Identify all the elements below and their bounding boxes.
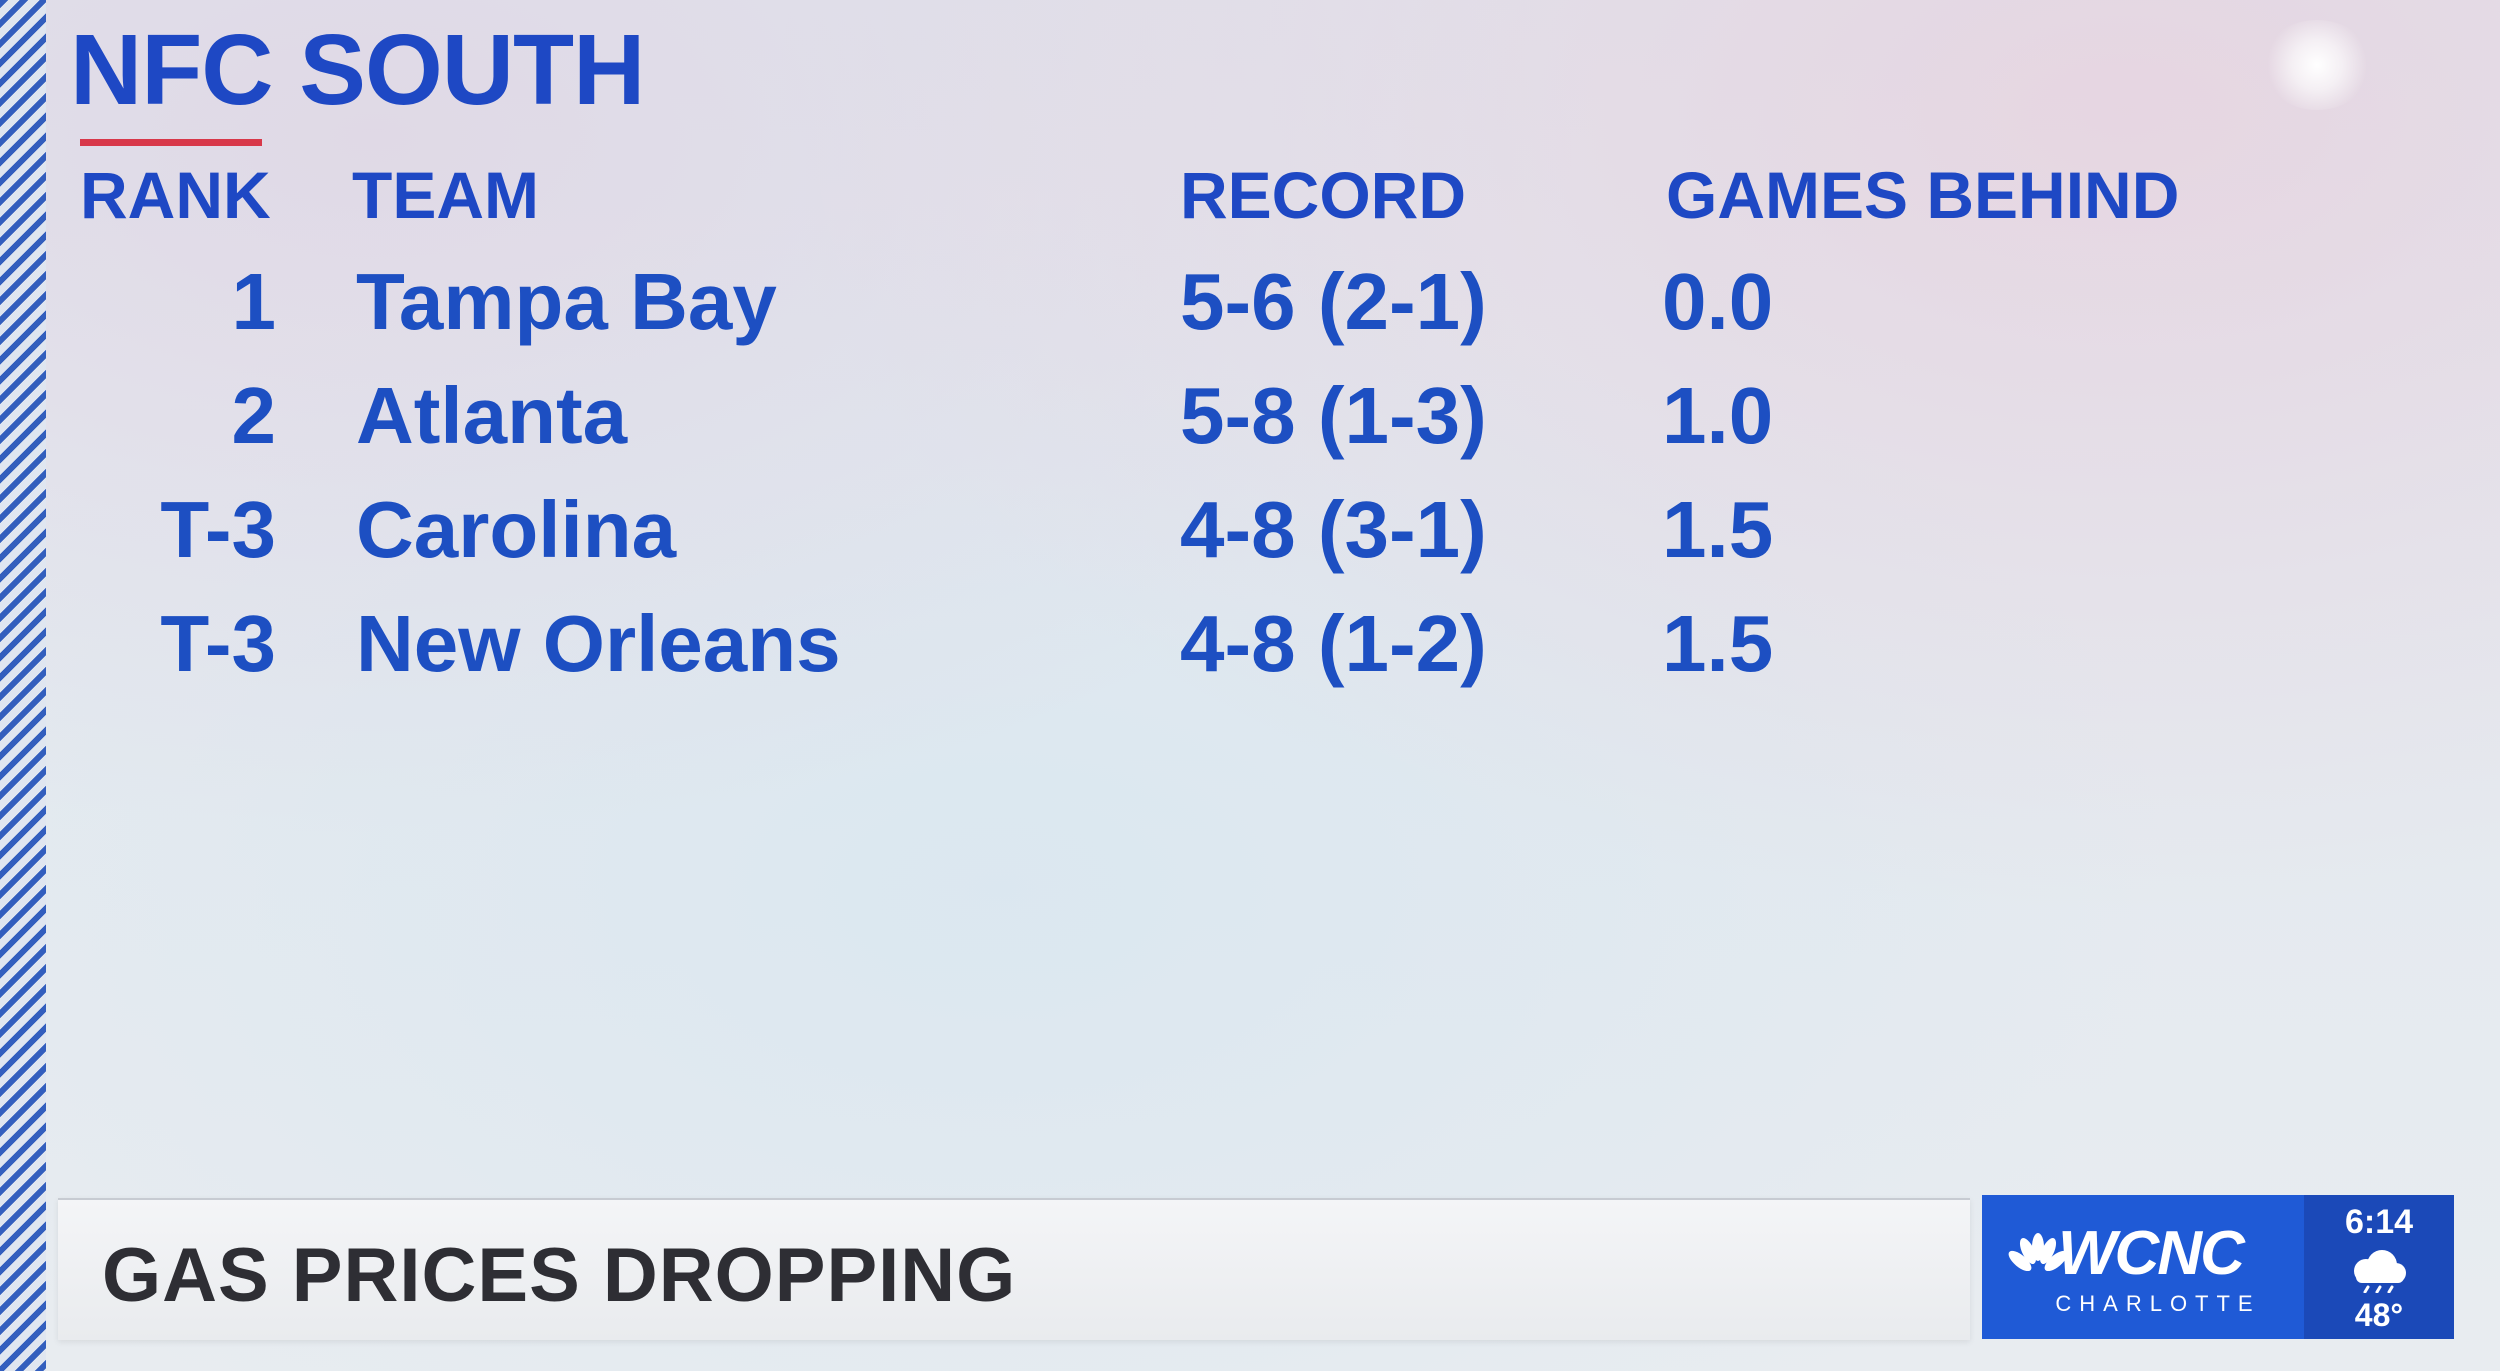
weather-panel: 6:14 48° (2304, 1195, 2454, 1339)
rank-cell: T-3 (160, 599, 276, 688)
games-behind-cell: 0.0 (1662, 257, 1774, 346)
record-cell: 4-8 (1-2) (1180, 599, 1487, 688)
column-header-rank: RANK (80, 158, 271, 232)
record-cell: 5-6 (2-1) (1180, 257, 1487, 346)
screen-glare (2262, 20, 2372, 110)
games-behind-cell: 1.0 (1662, 371, 1774, 460)
peacock-icon (2008, 1233, 2068, 1277)
title-underline (80, 139, 262, 146)
column-header-team: TEAM (352, 158, 539, 232)
record-cell: 5-8 (1-3) (1180, 371, 1487, 460)
column-header-record: RECORD (1180, 158, 1467, 232)
clock-time: 6:14 (2344, 1203, 2414, 1241)
station-city: CHARLOTTE (2055, 1291, 2261, 1316)
striped-edge (0, 0, 46, 1371)
column-header-games-behind: GAMES BEHIND (1666, 158, 2180, 232)
ticker-headline: GAS PRICES DROPPING (102, 1233, 1017, 1318)
team-cell: Tampa Bay (356, 257, 777, 346)
station-logo: WCNC CHARLOTTE (1982, 1195, 2304, 1339)
games-behind-cell: 1.5 (1662, 485, 1774, 574)
games-behind-cell: 1.5 (1662, 599, 1774, 688)
division-title: NFC SOUTH (70, 14, 645, 126)
team-cell: Carolina (356, 485, 677, 574)
team-cell: Atlanta (356, 371, 628, 460)
rank-cell: 1 (231, 257, 277, 346)
record-cell: 4-8 (3-1) (1180, 485, 1487, 574)
news-ticker: GAS PRICES DROPPING (58, 1198, 1970, 1340)
team-cell: New Orleans (356, 599, 841, 688)
temperature: 48° (2354, 1297, 2404, 1333)
rank-cell: 2 (231, 371, 277, 460)
station-name: WCNC (2058, 1219, 2245, 1288)
cloud-icon (2354, 1250, 2406, 1293)
rank-cell: T-3 (160, 485, 276, 574)
